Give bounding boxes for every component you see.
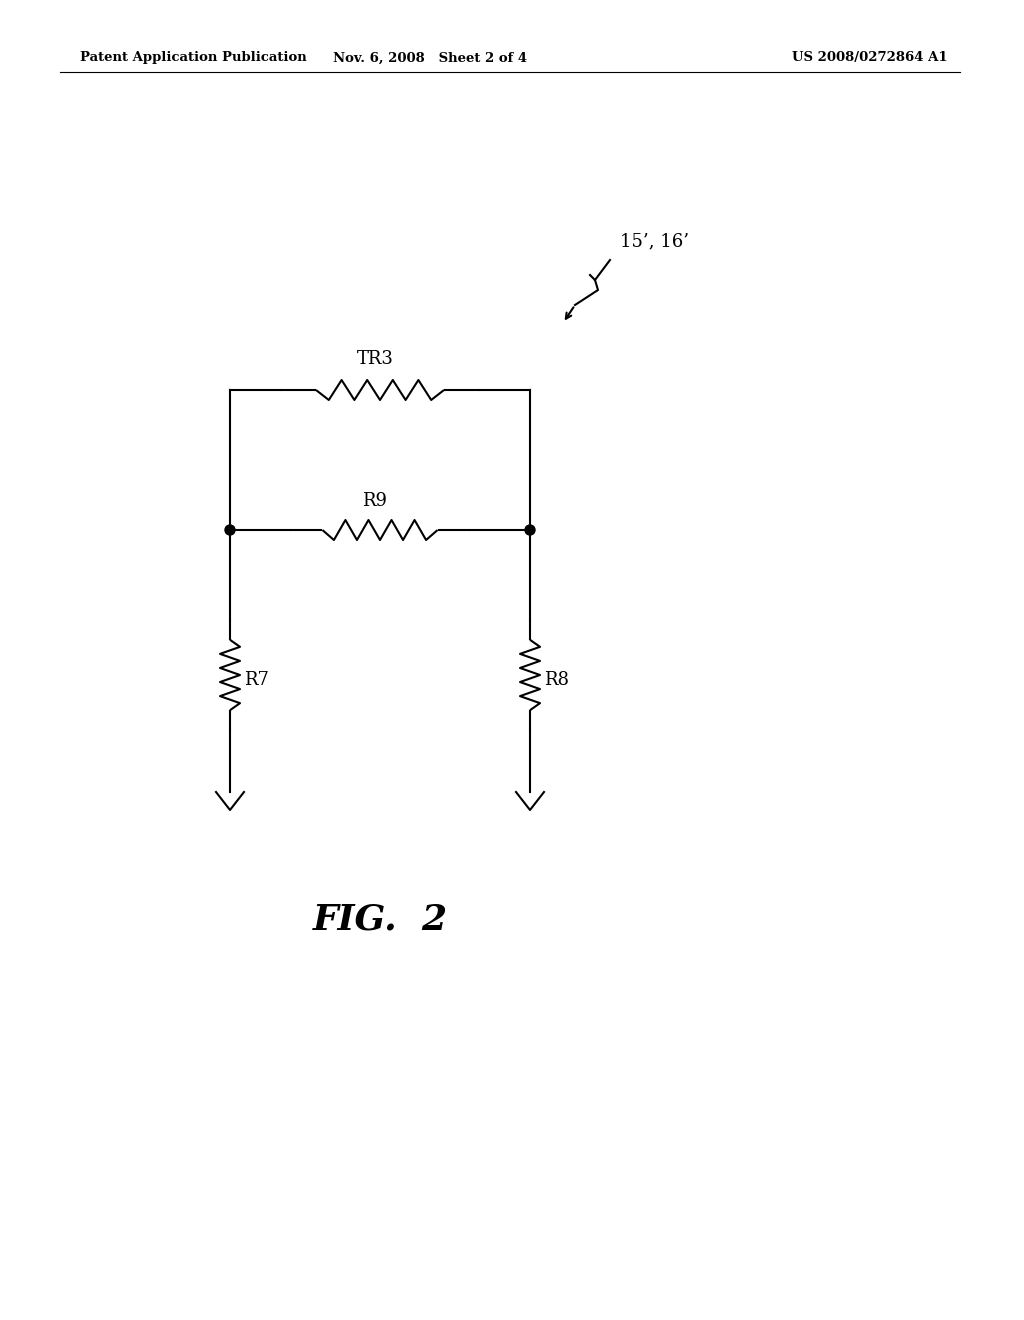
Text: FIG.  2: FIG. 2 bbox=[312, 903, 447, 937]
Text: TR3: TR3 bbox=[356, 350, 393, 368]
Text: R8: R8 bbox=[544, 671, 569, 689]
Text: Patent Application Publication: Patent Application Publication bbox=[80, 51, 307, 65]
Text: Nov. 6, 2008   Sheet 2 of 4: Nov. 6, 2008 Sheet 2 of 4 bbox=[333, 51, 527, 65]
Text: US 2008/0272864 A1: US 2008/0272864 A1 bbox=[793, 51, 948, 65]
Circle shape bbox=[525, 525, 535, 535]
Text: R9: R9 bbox=[362, 492, 387, 510]
Text: R7: R7 bbox=[244, 671, 269, 689]
Circle shape bbox=[225, 525, 234, 535]
Text: 15’, 16’: 15’, 16’ bbox=[620, 232, 689, 249]
